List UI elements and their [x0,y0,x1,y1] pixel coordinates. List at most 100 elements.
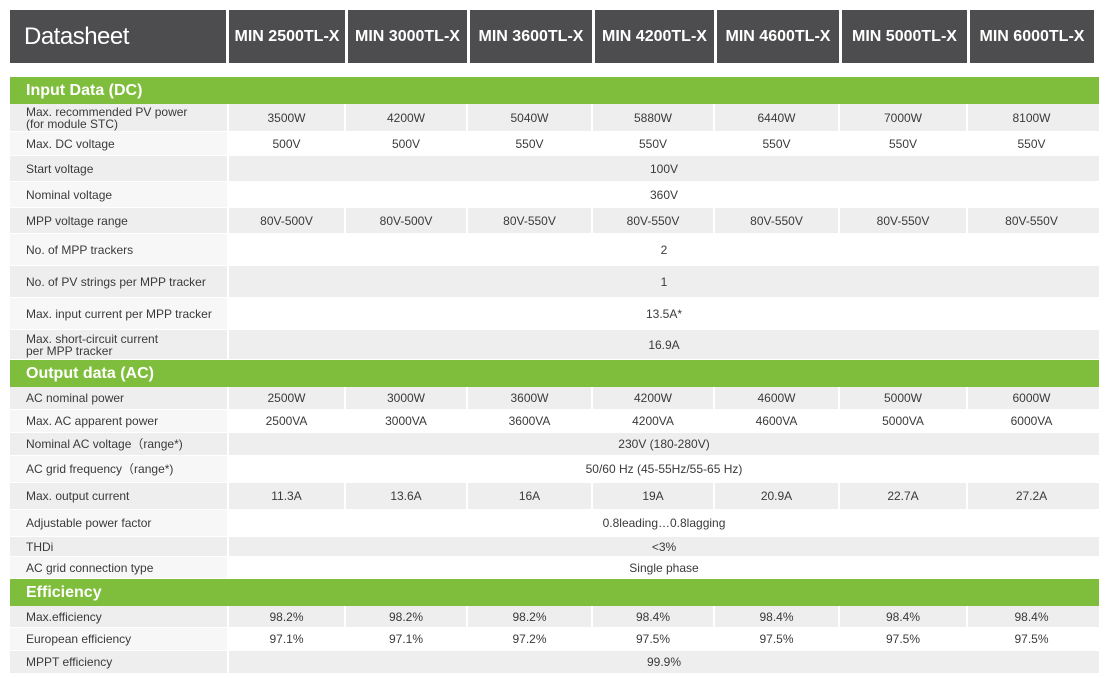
row-label: Adjustable power factor [10,510,229,536]
table-row: Adjustable power factor 0.8leading…0.8lag… [10,510,1099,537]
table-row: Start voltage 100V [10,156,1099,182]
cell-value: 98.2% [468,606,593,627]
cell-value: 500V [229,132,346,155]
merged-cell-value: 1 [660,274,668,289]
table-row: Max. output current 11.3A 13.6A 16A 19A 20.9A… [10,483,1099,510]
cell-value: 97.1% [229,628,346,650]
section-header: Output data (AC) [10,360,1099,387]
cell-value: 6000W [1012,391,1051,405]
datasheet-header: Datasheet MIN 2500TL-X MIN 3000TL-X MIN 36… [10,10,1097,63]
cell-value: 80V-550V [468,208,593,233]
cell-value: 6440W [715,104,840,131]
row-label: Max. output current [10,483,229,509]
model-header: MIN 4600TL-X [717,10,842,63]
cell-value: 4200W [346,104,468,131]
row-label: AC nominal power [10,387,229,409]
cell-value: 3500W [229,104,346,131]
cell-value: 19A [593,483,715,509]
table-row: AC nominal power 2500W 3000W 3600W 4200W 4600… [10,387,1099,410]
section-header: Input Data (DC) [10,77,1099,104]
cell-value: 97.5% [840,628,968,650]
cell-value: 97.2% [468,628,593,650]
cell-value: 80V-550V [1005,213,1058,228]
table-row: MPPT efficiency 99.9% [10,651,1099,674]
row-label: No. of PV strings per MPP tracker [10,266,229,297]
cell-value: 98.4% [1014,609,1049,624]
cell-value: 98.2% [346,606,468,627]
cell-value: 97.5% [593,628,715,650]
cell-value: 5000W [840,387,968,409]
cell-value: 80V-500V [346,208,468,233]
cell-value: 11.3A [229,483,346,509]
table-row: No. of MPP trackers 2 [10,234,1099,266]
cell-value: 20.9A [715,483,840,509]
merged-cell-value: 50/60 Hz (45-55Hz/55-65 Hz) [585,462,743,476]
cell-value: 500V [346,132,468,155]
model-headers: MIN 2500TL-X MIN 3000TL-X MIN 3600TL-X MIN … [229,10,1097,63]
model-header: MIN 5000TL-X [842,10,970,63]
row-label: Max. AC apparent power [10,410,229,432]
table-row: Nominal voltage 360V [10,182,1099,208]
row-label: Nominal AC voltage（range*) [10,433,229,455]
row-label: Max.efficiency [10,606,229,627]
cell-value: 98.4% [593,606,715,627]
merged-cell-value: 16.9A [648,337,680,352]
cell-value: 8100W [1012,110,1051,125]
cell-value: 550V [593,132,715,155]
model-header: MIN 2500TL-X [229,10,348,63]
cell-value: 2500VA [229,410,346,432]
model-header: MIN 3000TL-X [348,10,470,63]
row-label: Start voltage [10,156,229,181]
cell-value: 80V-550V [593,208,715,233]
table-row: THDi <3% [10,537,1099,557]
cell-value: 4200VA [593,410,715,432]
table-row: Nominal AC voltage（range*) 230V (180-280V… [10,433,1099,456]
merged-cell-value: 2 [660,242,668,257]
row-label: MPP voltage range [10,208,229,233]
cell-value: 3000VA [346,410,468,432]
cell-value: 7000W [840,104,968,131]
table-row: European efficiency 97.1% 97.1% 97.2% 97.5% 9… [10,628,1099,651]
row-label: Max. input current per MPP tracker [10,298,229,329]
row-label: Max. DC voltage [10,132,229,155]
cell-value: 5880W [593,104,715,131]
merged-cell-value: 230V (180-280V) [618,437,710,451]
merged-cell-value: 360V [649,187,679,202]
cell-value: 5000VA [840,410,968,432]
cell-value: 550V [715,132,840,155]
cell-value: 27.2A [1015,489,1048,503]
cell-value: 80V-500V [229,208,346,233]
cell-value: 97.1% [346,628,468,650]
cell-value: 4600VA [715,410,840,432]
model-header: MIN 6000TL-X [970,10,1097,63]
table-row: AC grid connection type Single phase [10,557,1099,579]
cell-value: 550V [468,132,593,155]
cell-value: 80V-550V [840,208,968,233]
merged-cell-value: 13.5A* [645,306,683,321]
row-label: Nominal voltage [10,182,229,207]
page-title: Datasheet [10,10,229,63]
table-row: No. of PV strings per MPP tracker 1 [10,266,1099,298]
table-row: Max. short-circuit current per MPP track… [10,330,1099,360]
cell-value: 22.7A [840,483,968,509]
table-row: Max. DC voltage 500V 500V 550V 550V 550V 550V 5… [10,132,1099,156]
cell-value: 97.5% [1014,632,1049,646]
cell-value: 98.2% [229,606,346,627]
row-label: MPPT efficiency [10,651,229,673]
cell-value: 13.6A [346,483,468,509]
cell-value: 550V [840,132,968,155]
cell-value: 550V [1017,136,1046,151]
merged-cell-value: 99.9% [646,655,682,669]
cell-value: 3000W [346,387,468,409]
table-row: Max.efficiency 98.2% 98.2% 98.2% 98.4% 98.4% 9… [10,606,1099,628]
table-row: MPP voltage range 80V-500V 80V-500V 80V-550… [10,208,1099,234]
cell-value: 3600VA [468,410,593,432]
cell-value: 98.4% [715,606,840,627]
table-row: Max. AC apparent power 2500VA 3000VA 3600VA… [10,410,1099,433]
table-row: Max. recommended PV power (for module ST… [10,104,1099,132]
row-label: European efficiency [10,628,229,650]
section-header: Efficiency [10,579,1099,606]
merged-cell-value: 100V [649,161,679,176]
table-row: Max. input current per MPP tracker 13.5A* [10,298,1099,330]
cell-value: 97.5% [715,628,840,650]
